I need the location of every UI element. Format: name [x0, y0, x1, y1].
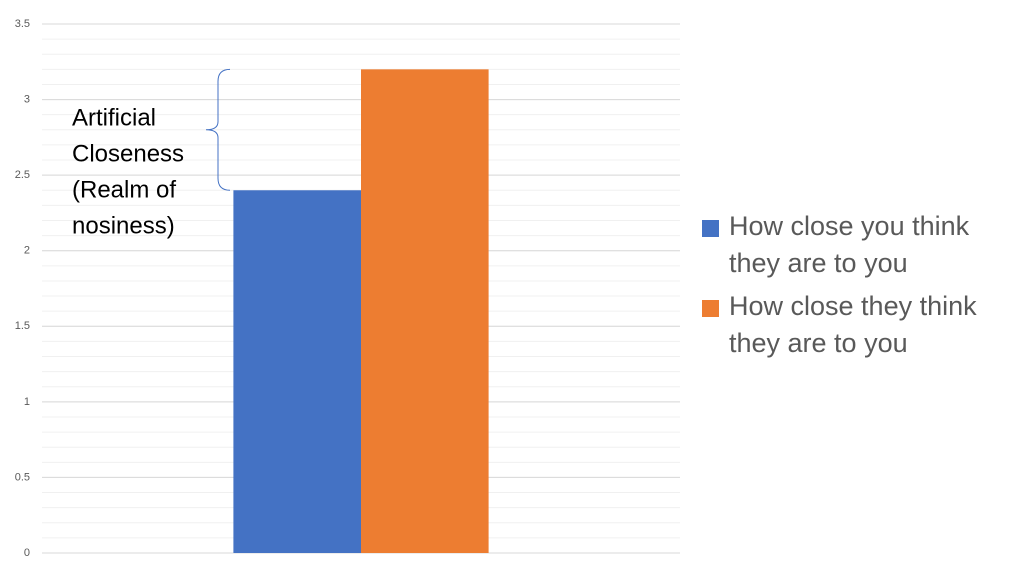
annotation: (Realm of: [72, 176, 176, 203]
y-tick-label: 2.5: [15, 169, 30, 181]
legend: How close you think they are to you How c…: [702, 208, 1012, 368]
annotation: Artificial: [72, 104, 156, 131]
brace: [205, 68, 231, 191]
legend-label: How close you think they are to you: [729, 211, 970, 278]
y-tick-label: 1.5: [15, 320, 30, 332]
legend-label: How close they think they are to you: [729, 291, 977, 358]
legend-swatch: [702, 300, 719, 317]
legend-item: How close they think they are to you: [702, 288, 1012, 362]
bar: [233, 190, 361, 553]
annotation: nosiness): [72, 212, 175, 239]
bar: [361, 69, 489, 553]
y-tick-label: 0: [24, 547, 30, 559]
y-tick-label: 2: [24, 245, 30, 257]
y-tick-label: 1: [24, 396, 30, 408]
annotation: Closeness: [72, 140, 184, 167]
y-tick-label: 0.5: [15, 471, 30, 483]
legend-item: How close you think they are to you: [702, 208, 1012, 282]
y-tick-label: 3.5: [15, 18, 30, 30]
y-tick-label: 3: [24, 93, 30, 105]
legend-swatch: [702, 220, 719, 237]
